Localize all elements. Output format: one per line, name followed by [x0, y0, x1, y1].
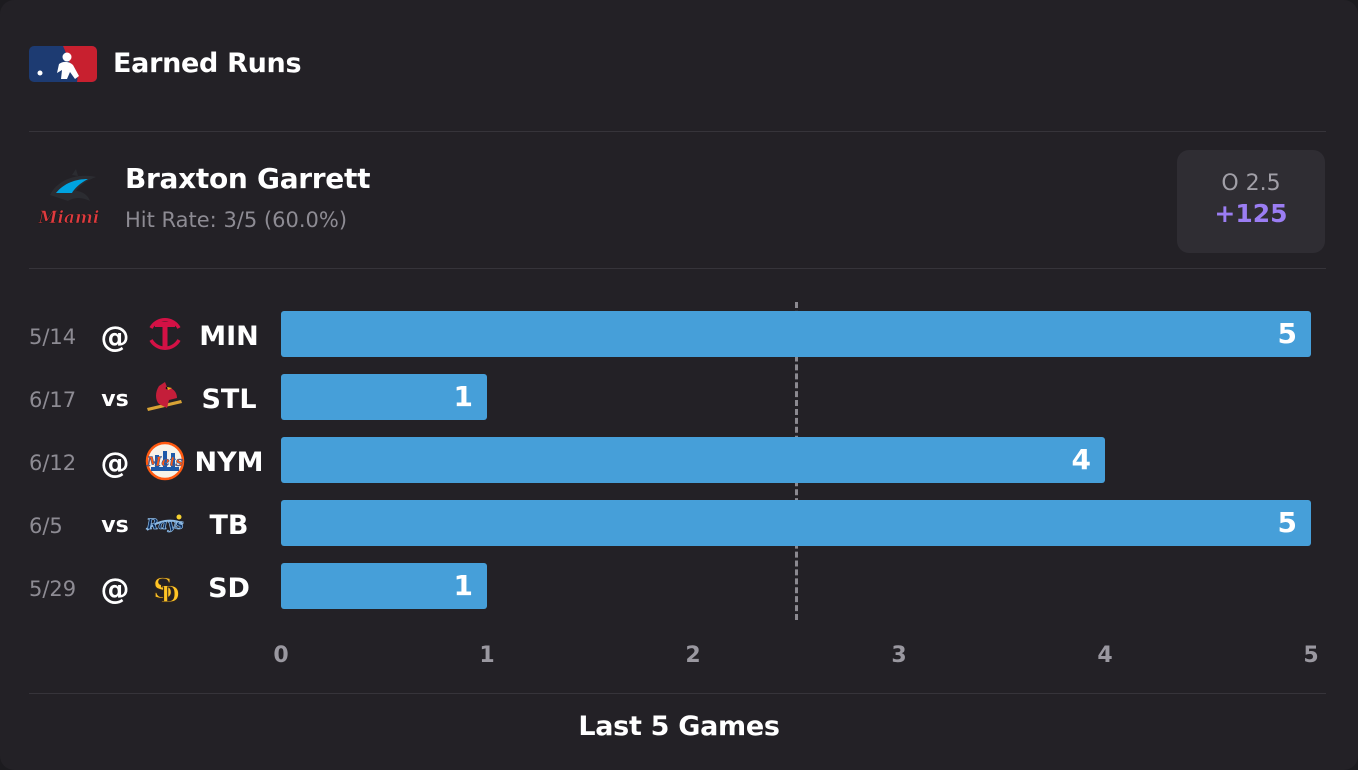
- game-team: MIN: [199, 321, 259, 352]
- game-team: NYM: [194, 447, 264, 478]
- footer-divider: [29, 693, 1326, 694]
- twins-logo-icon: [145, 314, 185, 354]
- rays-logo-icon: Rays: [145, 504, 185, 544]
- player-name: Braxton Garrett: [125, 162, 371, 195]
- game-location: @: [100, 446, 130, 480]
- game-date: 5/29: [29, 577, 77, 601]
- svg-text:Miami: Miami: [38, 208, 100, 228]
- bar: [281, 563, 487, 609]
- header-divider: [29, 131, 1326, 132]
- player-divider: [29, 268, 1326, 269]
- bar-value-label: 5: [1277, 317, 1297, 350]
- chart-title: Earned Runs: [113, 48, 302, 79]
- x-tick-label: 1: [479, 643, 495, 668]
- x-tick-label: 0: [273, 643, 289, 668]
- odds-button[interactable]: O 2.5 +125: [1177, 150, 1325, 253]
- x-tick-label: 5: [1303, 643, 1319, 668]
- x-tick-label: 4: [1097, 643, 1113, 668]
- cardinals-logo-icon: [145, 378, 185, 418]
- bar-value-label: 4: [1071, 443, 1091, 476]
- game-location: @: [100, 320, 130, 354]
- game-date: 5/14: [29, 325, 77, 349]
- marlins-logo-icon: Miami: [36, 167, 102, 235]
- game-location: @: [100, 572, 130, 606]
- game-date: 6/5: [29, 514, 63, 538]
- x-axis-label: Last 5 Games: [578, 711, 780, 742]
- game-date: 6/17: [29, 388, 77, 412]
- padres-logo-icon: S D: [145, 566, 185, 608]
- game-team: STL: [201, 384, 257, 415]
- svg-text:Mets: Mets: [146, 455, 184, 470]
- odds-price: +125: [1214, 199, 1288, 228]
- hit-rate: Hit Rate: 3/5 (60.0%): [125, 208, 348, 232]
- bar: [281, 500, 1311, 546]
- bar-value-label: 1: [453, 380, 473, 413]
- bar: [281, 374, 487, 420]
- bar-value-label: 5: [1277, 506, 1297, 539]
- mlb-logo-icon: [29, 46, 97, 82]
- game-team: SD: [208, 573, 250, 604]
- bar-value-label: 1: [453, 569, 473, 602]
- svg-text:D: D: [160, 582, 179, 606]
- game-team: TB: [209, 510, 249, 541]
- bar: [281, 437, 1105, 483]
- odds-line: O 2.5: [1221, 171, 1281, 196]
- svg-text:S: S: [153, 572, 173, 605]
- game-location: vs: [101, 513, 129, 538]
- game-location: vs: [101, 387, 129, 412]
- x-tick-label: 3: [891, 643, 907, 668]
- svg-text:Rays: Rays: [145, 517, 183, 533]
- x-tick-label: 2: [685, 643, 701, 668]
- mets-logo-icon: Mets: [145, 441, 185, 481]
- bar: [281, 311, 1311, 357]
- game-date: 6/12: [29, 451, 77, 475]
